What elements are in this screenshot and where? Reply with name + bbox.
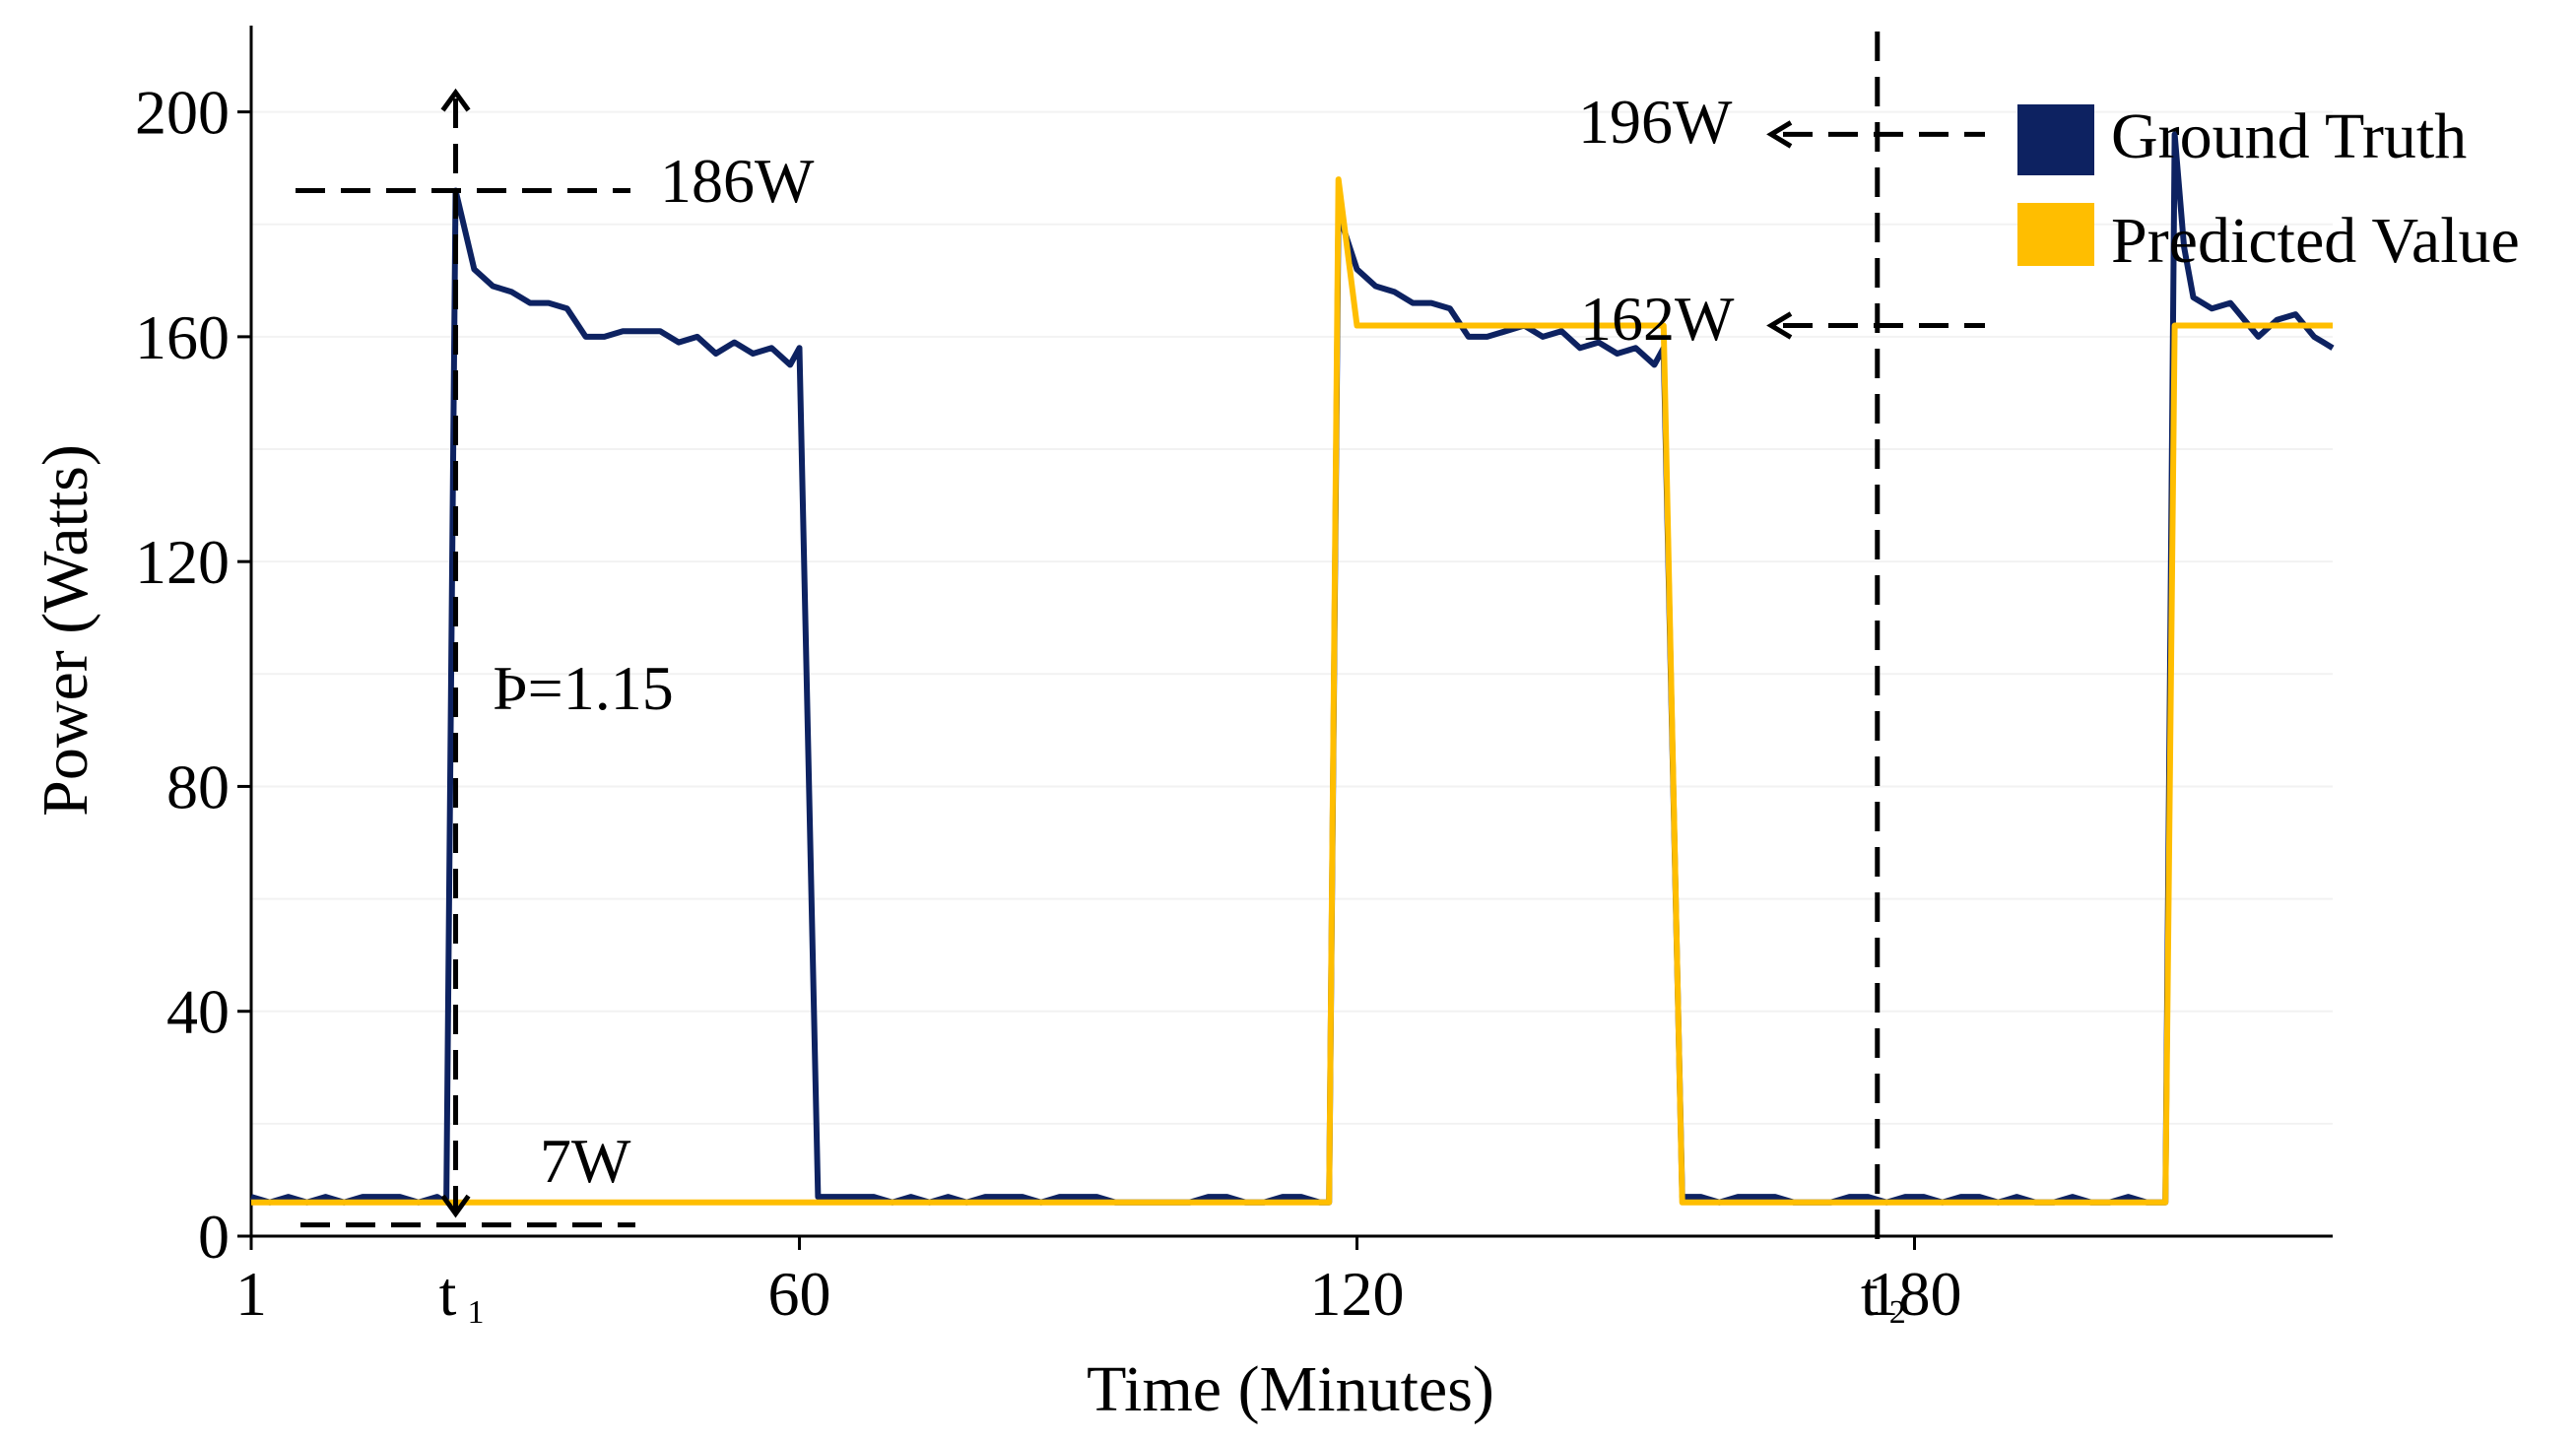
x-tick-subscript: 2 (1889, 1294, 1906, 1331)
legend-label-predicted-value: Predicted Value (2111, 205, 2520, 277)
x-tick-label: 180 (1868, 1259, 1962, 1329)
predicted-value-line (251, 176, 2333, 1206)
annotations (296, 32, 1985, 1242)
y-tick-label: 120 (135, 527, 230, 597)
x-tick-label-special: t (1861, 1259, 1879, 1329)
x-axis-title: Time (Minutes) (1087, 1353, 1494, 1425)
x-tick-label: 1 (235, 1259, 267, 1329)
y-tick-label: 160 (135, 302, 230, 372)
y-tick-label: 0 (198, 1202, 230, 1272)
peak-196w-label: 196W (1578, 87, 1733, 157)
gridlines (251, 110, 2333, 1125)
series (250, 131, 2335, 1206)
x-tick-label-special: t (439, 1259, 457, 1329)
standby-7w-label: 7W (540, 1126, 631, 1196)
steady-162w-arrowhead (1766, 311, 1793, 340)
y-tick-label: 40 (166, 977, 230, 1047)
legend: Ground Truth Predicted Value (2017, 100, 2520, 277)
y-tick-label: 80 (166, 752, 230, 821)
y-tick-label: 200 (135, 78, 230, 148)
legend-swatch-predicted-value (2017, 203, 2094, 266)
x-tick-label: 60 (768, 1259, 831, 1329)
x-tick-label: 120 (1310, 1259, 1405, 1329)
t1-up-arrowhead (440, 88, 471, 112)
peak-186w-label: 186W (660, 146, 815, 216)
t1-down-arrowhead (440, 1194, 471, 1218)
steady-162w-label: 162W (1580, 284, 1735, 354)
peak-196w-arrowhead (1766, 120, 1793, 149)
x-tick-subscript: 1 (468, 1294, 485, 1331)
y-axis-title: Power (Watts) (30, 444, 101, 817)
legend-swatch-ground-truth (2017, 104, 2094, 175)
legend-label-ground-truth: Ground Truth (2111, 100, 2467, 172)
ratio-label: Þ=1.15 (493, 653, 674, 723)
